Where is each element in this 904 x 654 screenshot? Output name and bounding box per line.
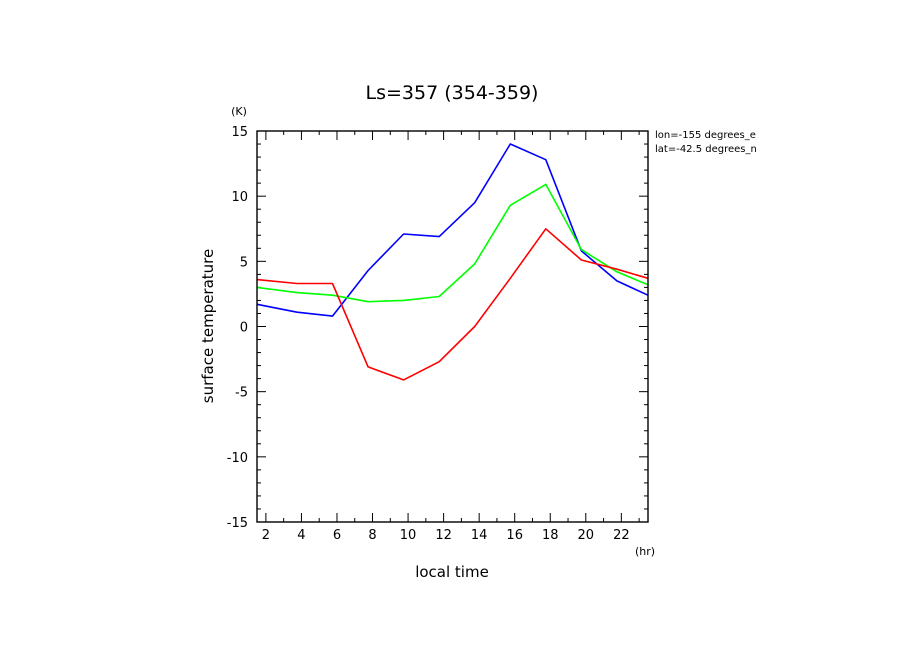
axis-ticks: -15 -10 -5 0 5 10 15 2 4 6 8 10 12 14 16 18 20 22: [227, 125, 648, 543]
series-line-1: [256, 183, 649, 303]
y-unit-label: (K): [231, 105, 247, 118]
x-tick-label: 8: [368, 528, 376, 543]
x-tick-label: 18: [542, 528, 559, 543]
y-tick-label: -10: [227, 451, 248, 466]
series-lines: [256, 143, 649, 381]
y-tick-label: 15: [231, 125, 248, 140]
x-tick-label: 20: [578, 528, 595, 543]
x-tick-label: 22: [613, 528, 630, 543]
x-tick-label: 4: [297, 528, 305, 543]
series-line-2: [256, 228, 649, 381]
y-tick-label: 10: [231, 190, 248, 205]
y-tick-label: 5: [240, 255, 248, 270]
y-tick-label: -5: [235, 386, 248, 401]
x-tick-label: 10: [400, 528, 417, 543]
chart-title: Ls=357 (354-359): [366, 82, 539, 104]
x-unit-label: (hr): [635, 545, 655, 558]
y-tick-label: -15: [227, 516, 248, 531]
x-tick-label: 12: [435, 528, 452, 543]
plot-frame: [256, 130, 649, 523]
x-tick-label: 14: [471, 528, 488, 543]
annotation-lon: lon=-155 degrees_e: [655, 130, 756, 141]
annotation-lat: lat=-42.5 degrees_n: [655, 144, 757, 155]
y-tick-label: 0: [240, 321, 248, 336]
x-tick-label: 16: [506, 528, 523, 543]
y-axis-label: surface temperature: [199, 249, 217, 404]
series-line-0: [256, 143, 649, 317]
x-tick-label: 2: [262, 528, 270, 543]
x-axis-label: local time: [415, 563, 489, 581]
x-tick-label: 6: [333, 528, 341, 543]
